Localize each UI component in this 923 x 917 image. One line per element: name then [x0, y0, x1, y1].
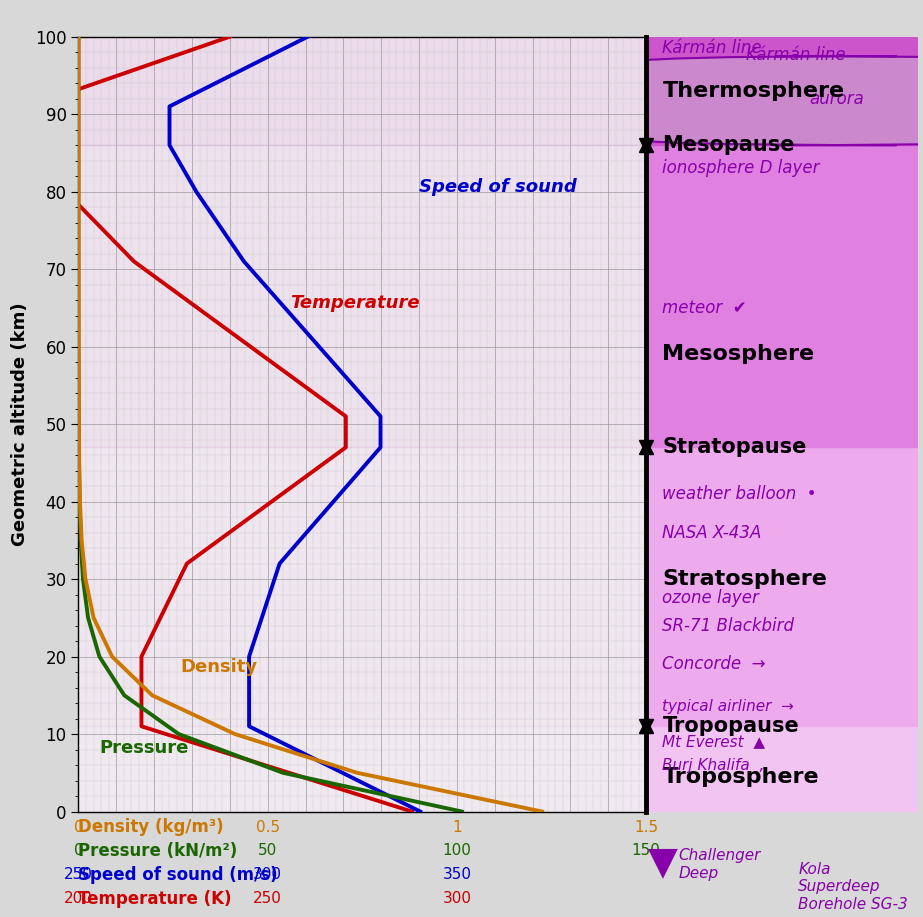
Text: 200: 200 [64, 891, 93, 906]
Bar [78, 145, 646, 447]
Bar [78, 726, 646, 812]
Text: 250: 250 [253, 891, 282, 906]
Text: 300: 300 [253, 867, 282, 882]
Text: 350: 350 [442, 867, 472, 882]
Text: Kármán line: Kármán line [746, 46, 845, 64]
Text: meteor  ✔: meteor ✔ [663, 299, 747, 317]
Bar [646, 726, 918, 812]
Text: 1.5: 1.5 [634, 820, 658, 834]
Text: 50: 50 [258, 844, 277, 858]
Text: 0.5: 0.5 [256, 820, 280, 834]
Text: Density: Density [181, 658, 258, 676]
Text: weather balloon  •: weather balloon • [663, 485, 817, 503]
Text: 150: 150 [631, 844, 661, 858]
Text: aurora: aurora [809, 90, 864, 107]
Text: 250: 250 [64, 867, 93, 882]
Text: Speed of sound: Speed of sound [419, 178, 577, 195]
Text: Temperature (K): Temperature (K) [78, 889, 232, 908]
Bar [78, 37, 646, 145]
Text: Tropopause: Tropopause [663, 716, 799, 736]
Bar [646, 37, 918, 145]
Text: typical airliner  →: typical airliner → [663, 700, 795, 714]
Text: Mt Everest  ▲: Mt Everest ▲ [663, 735, 765, 749]
Bar [78, 447, 646, 726]
Text: Kola
Superdeep
Borehole SG-3: Kola Superdeep Borehole SG-3 [798, 862, 908, 911]
FancyBboxPatch shape [624, 56, 923, 145]
Bar [646, 145, 918, 447]
Text: SR-71 Blackbird: SR-71 Blackbird [663, 616, 795, 635]
Text: Mesopause: Mesopause [663, 135, 795, 155]
Text: Pressure: Pressure [100, 739, 188, 757]
Text: 300: 300 [442, 891, 472, 906]
Text: Burj Khalifa  ,: Burj Khalifa , [663, 757, 765, 772]
Text: Speed of sound (m/s): Speed of sound (m/s) [78, 866, 278, 884]
Text: Density (kg/m³): Density (kg/m³) [78, 818, 224, 836]
Text: Pressure (kN/m²): Pressure (kN/m²) [78, 842, 238, 860]
Text: NASA X-43A: NASA X-43A [663, 524, 761, 542]
Text: 1: 1 [452, 820, 462, 834]
Text: Thermosphere: Thermosphere [663, 81, 845, 101]
Text: ozone layer: ozone layer [663, 590, 760, 607]
Text: Troposphere: Troposphere [663, 767, 819, 787]
Text: Stratosphere: Stratosphere [663, 569, 827, 589]
Text: Temperature: Temperature [291, 293, 420, 312]
Text: Kármán line: Kármán line [663, 39, 762, 57]
Text: Challenger
Deep: Challenger Deep [678, 848, 761, 880]
Text: Concorde  →: Concorde → [663, 656, 766, 673]
Text: 0: 0 [74, 844, 83, 858]
Text: ionosphere D layer: ionosphere D layer [663, 160, 820, 177]
Text: 100: 100 [442, 844, 472, 858]
Text: ▼: ▼ [648, 844, 677, 881]
Text: Stratopause: Stratopause [663, 437, 807, 458]
Bar [646, 447, 918, 726]
Text: Mesosphere: Mesosphere [663, 345, 815, 364]
Y-axis label: Geometric altitude (km): Geometric altitude (km) [11, 303, 30, 546]
Text: 0: 0 [74, 820, 83, 834]
